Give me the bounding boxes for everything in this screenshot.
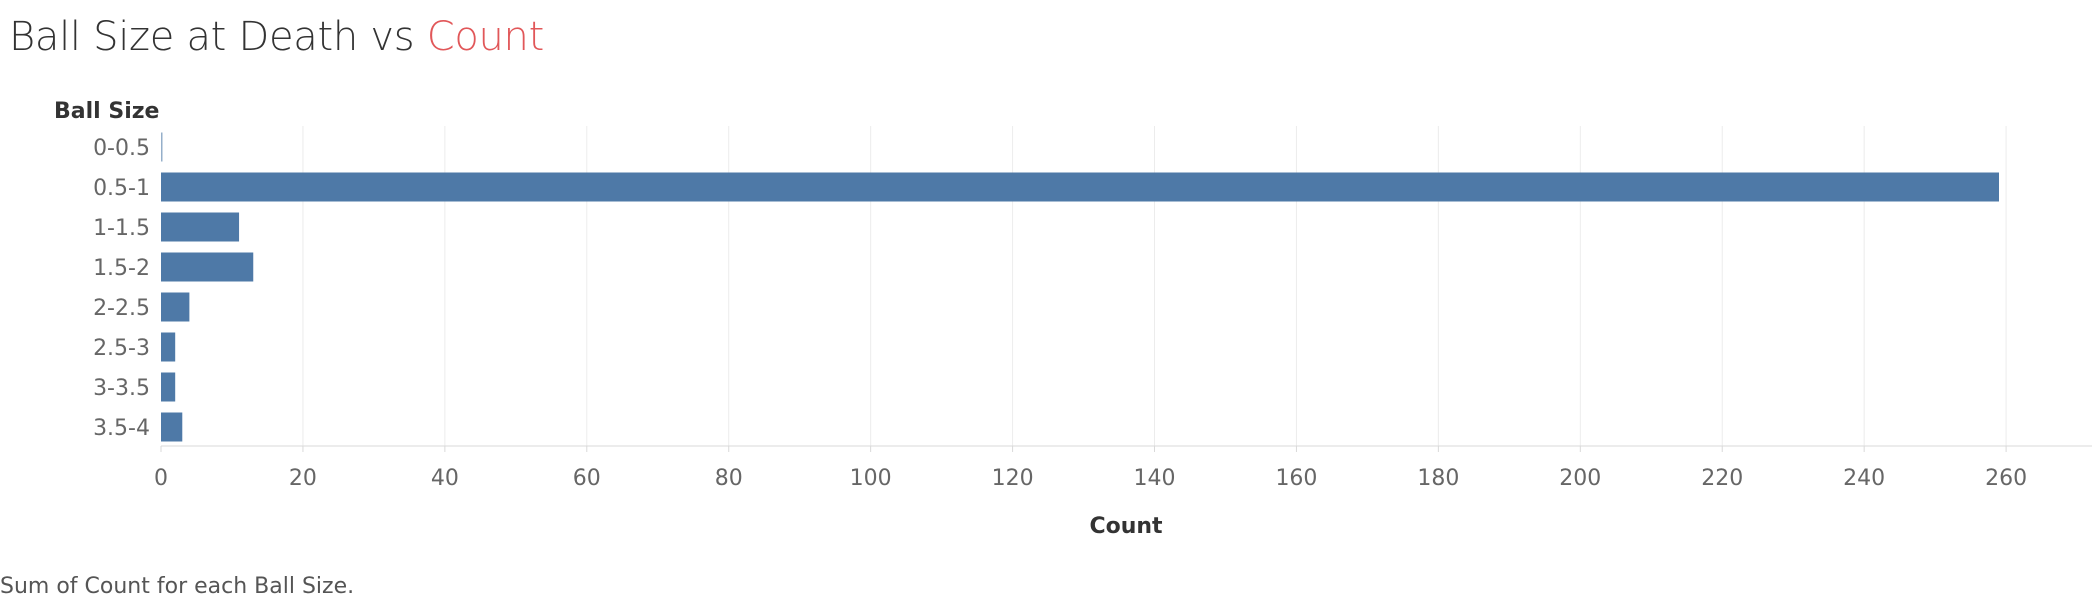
y-axis-title: Ball Size — [54, 99, 159, 124]
y-tick-label: 2-2.5 — [93, 296, 150, 321]
x-tick-label: 0 — [154, 466, 168, 491]
y-tick-label: 2.5-3 — [93, 336, 150, 361]
chart-title: Ball Size at Death vs Count — [9, 14, 544, 60]
bar-0.5-1[interactable] — [161, 172, 1999, 202]
x-tick-label: 220 — [1701, 466, 1743, 491]
x-tick-label: 60 — [573, 466, 601, 491]
bar-1.5-2[interactable] — [161, 252, 254, 282]
y-tick-label: 0-0.5 — [93, 136, 150, 161]
x-tick-label: 120 — [992, 466, 1034, 491]
y-tick-label: 3.5-4 — [93, 416, 150, 441]
chart-caption: Sum of Count for each Ball Size. — [0, 574, 355, 599]
x-tick-label: 240 — [1843, 466, 1885, 491]
x-tick-label: 20 — [289, 466, 317, 491]
bar-3-3.5[interactable] — [161, 372, 176, 402]
bar-2-2.5[interactable] — [161, 292, 190, 322]
x-tick-label: 180 — [1417, 466, 1459, 491]
x-tick-label: 160 — [1275, 466, 1317, 491]
x-axis-title: Count — [1089, 514, 1163, 539]
bar-1-1.5[interactable] — [161, 212, 240, 242]
chart-title-prefix: Ball Size at Death vs — [9, 14, 427, 60]
bar-3.5-4[interactable] — [161, 412, 183, 442]
x-tick-label: 200 — [1559, 466, 1601, 491]
bars — [161, 132, 1999, 442]
chart-title-accent: Count — [426, 14, 545, 60]
bar-chart: 0-0.5 0.5-1 1-1.5 1.5-2 2-2.5 2.5-3 3-3.5 3.5-4… — [54, 99, 2092, 539]
x-tick-label: 260 — [1985, 466, 2027, 491]
bar-2.5-3[interactable] — [161, 332, 176, 362]
x-tick-label: 80 — [715, 466, 743, 491]
x-tick-label: 100 — [850, 466, 892, 491]
x-tick-label: 40 — [431, 466, 459, 491]
x-tick-labels: 0 20 40 60 80 100 120 140 160 180 200 220 240 260 — [154, 466, 2027, 491]
y-tick-label: 3-3.5 — [93, 376, 150, 401]
y-tick-label: 1.5-2 — [93, 256, 150, 281]
bar-0-0.5[interactable] — [161, 132, 163, 162]
x-tick-label: 140 — [1134, 466, 1176, 491]
y-tick-label: 1-1.5 — [93, 216, 150, 241]
y-tick-labels: 0-0.5 0.5-1 1-1.5 1.5-2 2-2.5 2.5-3 3-3.5 3.5-4 — [93, 136, 150, 441]
y-tick-label: 0.5-1 — [93, 176, 150, 201]
